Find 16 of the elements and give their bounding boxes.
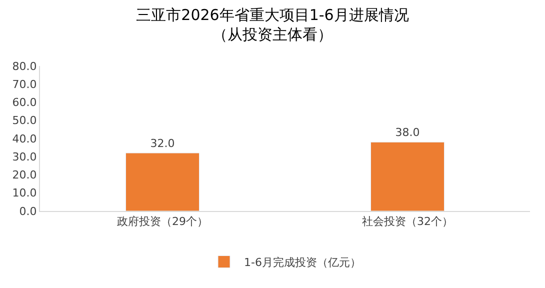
y-tick-label: 30.0 xyxy=(12,150,37,164)
y-tick-label: 40.0 xyxy=(12,132,37,146)
x-tick-label: 社会投资（32个） xyxy=(362,215,453,228)
chart-subtitle: （从投资主体看） xyxy=(212,26,332,44)
data-label: 32.0 xyxy=(150,137,175,150)
y-tick-label: 70.0 xyxy=(12,78,37,91)
y-tick-label: 60.0 xyxy=(12,96,37,110)
y-tick-label: 0.0 xyxy=(19,204,37,218)
y-tick-label: 10.0 xyxy=(12,186,37,200)
x-tick-label: 政府投资（29个） xyxy=(117,215,208,228)
chart-title: 三亚市2026年省重大项目1-6月进展情况 xyxy=(136,6,409,24)
y-tick-label: 50.0 xyxy=(12,114,37,128)
data-label: 38.0 xyxy=(395,126,420,140)
y-tick-label: 80.0 xyxy=(12,60,37,73)
y-tick-label: 20.0 xyxy=(12,168,37,182)
legend-label: 1-6月完成投资（亿元） xyxy=(244,256,361,270)
